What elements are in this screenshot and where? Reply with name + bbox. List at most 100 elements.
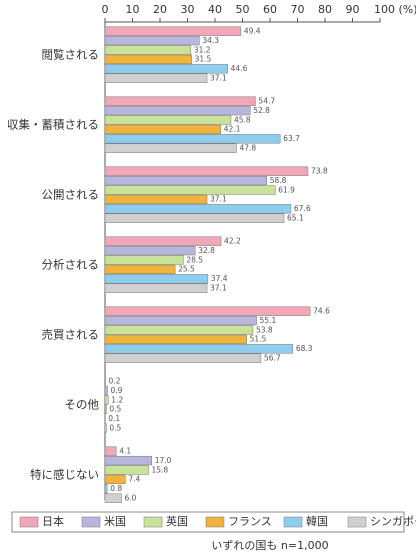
value-label: 4.1 bbox=[119, 447, 131, 456]
bar bbox=[104, 35, 200, 46]
bar bbox=[104, 134, 281, 144]
value-label: 63.7 bbox=[283, 134, 300, 143]
legend-swatch bbox=[283, 516, 303, 528]
legend-label: 英国 bbox=[166, 514, 188, 528]
bar bbox=[104, 283, 208, 293]
x-tick-label: 60 bbox=[263, 3, 277, 16]
value-label: 0.5 bbox=[109, 405, 121, 414]
value-label: 42.1 bbox=[224, 125, 241, 134]
bar bbox=[104, 404, 107, 415]
legend-swatch bbox=[205, 516, 225, 528]
bar bbox=[104, 236, 222, 246]
value-label: 0.8 bbox=[110, 484, 122, 493]
bar bbox=[104, 245, 196, 256]
bar bbox=[104, 26, 242, 36]
category-label: 公開される bbox=[42, 188, 100, 202]
value-label: 0.2 bbox=[109, 377, 121, 386]
value-label: 58.8 bbox=[270, 176, 287, 185]
value-label: 31.2 bbox=[194, 45, 211, 54]
bar bbox=[104, 255, 184, 265]
legend-label: 米国 bbox=[104, 515, 126, 528]
value-label: 37.1 bbox=[210, 284, 227, 293]
value-label: 53.8 bbox=[256, 325, 273, 334]
bar bbox=[104, 105, 251, 116]
x-tick-label: 0 bbox=[102, 3, 109, 16]
x-tick-label: 20 bbox=[153, 3, 167, 16]
bar bbox=[104, 484, 108, 494]
value-label: 52.8 bbox=[253, 106, 270, 115]
category-label: その他 bbox=[65, 398, 100, 412]
legend-swatch bbox=[19, 516, 39, 528]
value-label: 65.1 bbox=[287, 214, 304, 223]
x-tick-label: 90 bbox=[346, 3, 360, 16]
bar bbox=[104, 64, 228, 74]
bar bbox=[104, 493, 122, 503]
value-label: 31.5 bbox=[195, 55, 212, 64]
bar bbox=[104, 194, 208, 205]
value-label: 6.0 bbox=[125, 494, 137, 503]
bar bbox=[104, 204, 292, 214]
bar bbox=[104, 465, 149, 475]
value-label: 17.0 bbox=[155, 456, 172, 465]
value-label: 37.1 bbox=[210, 74, 227, 83]
bar bbox=[104, 166, 309, 176]
value-label: 68.3 bbox=[296, 344, 313, 353]
bar bbox=[104, 175, 267, 186]
bar bbox=[104, 143, 237, 153]
x-tick-label: 10 bbox=[126, 3, 140, 16]
value-label: 32.8 bbox=[198, 246, 215, 255]
value-label: 56.7 bbox=[264, 354, 281, 363]
bar bbox=[104, 455, 152, 466]
value-label: 0.1 bbox=[108, 414, 120, 423]
legend-label: 韓国 bbox=[306, 515, 328, 528]
value-label: 15.8 bbox=[151, 465, 168, 474]
value-label: 1.2 bbox=[111, 395, 123, 404]
bar bbox=[104, 376, 106, 386]
legend-swatch bbox=[81, 516, 101, 528]
bar bbox=[104, 124, 222, 135]
value-label: 44.6 bbox=[231, 64, 248, 73]
bar bbox=[104, 474, 126, 485]
value-label: 47.8 bbox=[239, 144, 256, 153]
bar bbox=[104, 45, 192, 55]
x-tick-label: 40 bbox=[208, 3, 222, 16]
category-label: 閲覧される bbox=[42, 48, 100, 62]
bar bbox=[104, 344, 294, 354]
bar bbox=[104, 353, 262, 363]
value-label: 0.9 bbox=[110, 386, 122, 395]
x-tick-label: 100 (%) bbox=[374, 3, 416, 16]
bar bbox=[104, 96, 256, 106]
bar bbox=[104, 325, 254, 335]
legend-box bbox=[11, 511, 405, 533]
x-tick-label: 50 bbox=[236, 3, 250, 16]
bar bbox=[104, 213, 285, 223]
legend-label: 日本 bbox=[42, 514, 64, 528]
legend-swatch bbox=[143, 516, 163, 528]
value-label: 54.7 bbox=[258, 97, 275, 106]
value-label: 28.5 bbox=[186, 255, 203, 264]
value-label: 37.1 bbox=[210, 195, 227, 204]
bar bbox=[104, 73, 208, 83]
value-label: 42.2 bbox=[224, 237, 241, 246]
value-label: 67.6 bbox=[294, 204, 311, 213]
x-tick-label: 70 bbox=[291, 3, 305, 16]
legend-swatch bbox=[347, 516, 367, 528]
value-label: 34.3 bbox=[202, 36, 219, 45]
note: いずれの国も n=1,000 bbox=[211, 539, 328, 552]
bar bbox=[104, 54, 192, 65]
category-label: 特に感じない bbox=[30, 468, 99, 482]
value-label: 74.6 bbox=[313, 307, 330, 316]
value-label: 49.4 bbox=[244, 27, 261, 36]
value-label: 0.5 bbox=[109, 424, 121, 433]
bar bbox=[104, 423, 107, 433]
x-tick-label: 30 bbox=[181, 3, 195, 16]
value-label: 25.5 bbox=[178, 265, 195, 274]
bar bbox=[104, 306, 311, 316]
category-label: 売買される bbox=[42, 328, 100, 342]
bar bbox=[104, 274, 209, 284]
value-label: 7.4 bbox=[128, 475, 140, 484]
bar bbox=[104, 385, 108, 396]
category-label: 分析される bbox=[42, 258, 100, 272]
